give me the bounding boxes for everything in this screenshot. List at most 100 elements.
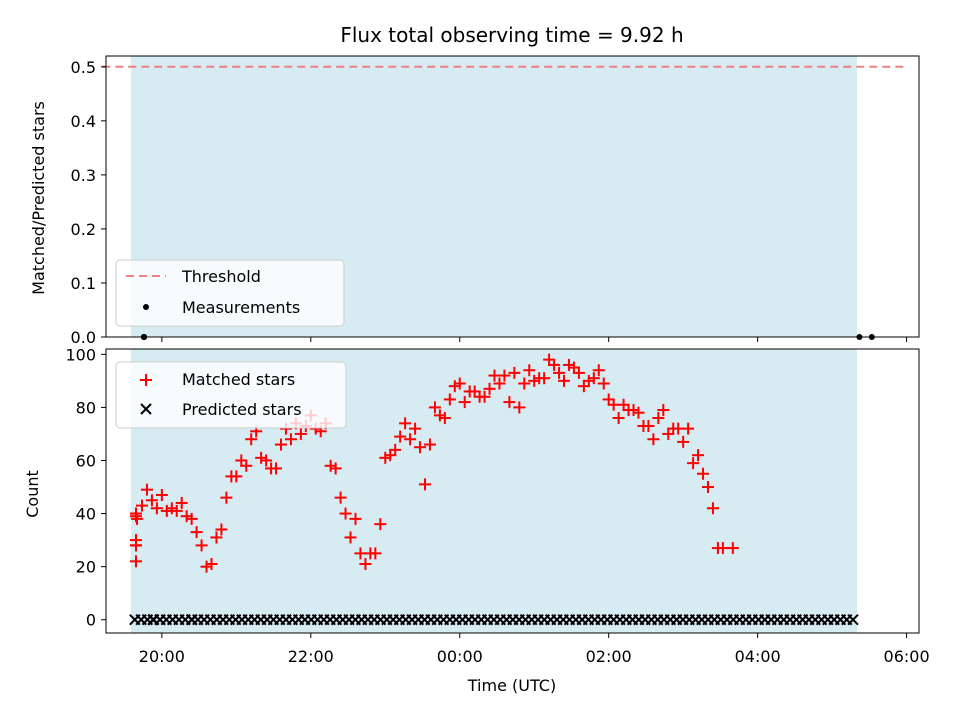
top-y-axis-label: Matched/Predicted stars bbox=[29, 101, 48, 295]
legend-matched-label: Matched stars bbox=[182, 370, 295, 389]
top-y-tick-label: 0.0 bbox=[71, 328, 96, 347]
matched-star-point bbox=[612, 412, 625, 425]
matched-star-point bbox=[687, 457, 700, 470]
matched-star-point bbox=[130, 534, 142, 547]
matched-star-point bbox=[399, 417, 412, 430]
predicted-star-point bbox=[847, 614, 859, 626]
matched-star-point bbox=[409, 422, 422, 435]
x-axis-label: Time (UTC) bbox=[467, 676, 556, 695]
legend-matched-swatch bbox=[140, 374, 152, 386]
bottom-legend: Matched stars Predicted stars bbox=[115, 361, 347, 429]
matched-star-point bbox=[677, 435, 690, 448]
matched-star-point bbox=[592, 364, 605, 377]
top-y-tick-label: 0.1 bbox=[71, 274, 96, 293]
matched-star-point bbox=[195, 539, 208, 552]
top-y-tick-label: 0.2 bbox=[71, 220, 96, 239]
matched-star-point bbox=[140, 483, 153, 496]
matched-star-point bbox=[692, 449, 705, 462]
bottom-y-axis-label: Count bbox=[23, 470, 42, 518]
bottom-y-tick-label: 80 bbox=[76, 398, 96, 417]
matched-star-point bbox=[270, 462, 283, 475]
matched-star-point bbox=[339, 507, 352, 520]
matched-star-point bbox=[170, 504, 183, 517]
matched-star-point bbox=[498, 369, 511, 382]
top-y-ticks: 0.0 0.1 0.2 0.3 0.4 0.5 bbox=[71, 58, 106, 347]
matched-star-point bbox=[428, 401, 441, 414]
legend-predicted-swatch bbox=[140, 403, 152, 415]
matched-star-point bbox=[503, 396, 516, 409]
matched-star-point bbox=[478, 390, 491, 403]
top-y-tick-label: 0.3 bbox=[71, 166, 96, 185]
matched-star-point bbox=[284, 433, 297, 446]
matched-star-point bbox=[230, 470, 243, 483]
x-tick-label: 22:00 bbox=[288, 647, 334, 666]
bottom-y-tick-label: 100 bbox=[65, 345, 96, 364]
matched-star-point bbox=[275, 438, 288, 451]
matched-star-point bbox=[418, 478, 431, 491]
bottom-y-tick-label: 60 bbox=[76, 451, 96, 470]
bottom-legend-box bbox=[115, 361, 347, 429]
matched-star-point bbox=[130, 510, 142, 523]
matched-star-point bbox=[642, 419, 655, 432]
matched-star-point bbox=[697, 467, 710, 480]
matched-star-point bbox=[453, 377, 466, 390]
matched-star-point bbox=[558, 374, 571, 387]
matched-star-point bbox=[587, 372, 600, 385]
matched-star-point bbox=[548, 358, 561, 371]
matched-star-point bbox=[483, 382, 496, 395]
matched-star-point bbox=[260, 454, 273, 467]
legend-predicted-label: Predicted stars bbox=[182, 400, 302, 419]
matched-star-point bbox=[508, 366, 521, 379]
bottom-y-tick-label: 20 bbox=[76, 558, 96, 577]
top-x-ticks bbox=[161, 337, 908, 342]
matched-star-point bbox=[215, 523, 228, 536]
bottom-panel: 0 20 40 60 80 100 20:00 22:00 00:00 02:00 04:00 06… bbox=[23, 345, 930, 695]
matched-star-point bbox=[423, 438, 436, 451]
matched-star-point bbox=[404, 433, 417, 446]
matched-star-point bbox=[131, 512, 144, 525]
x-tick-label: 20:00 bbox=[139, 647, 185, 666]
matched-star-point bbox=[597, 377, 610, 390]
matched-star-point bbox=[349, 512, 362, 525]
legend-measurements-label: Measurements bbox=[182, 298, 300, 317]
matched-star-point bbox=[135, 499, 148, 512]
matched-star-point bbox=[185, 512, 198, 525]
x-tick-label: 02:00 bbox=[586, 647, 632, 666]
matched-star-point bbox=[701, 481, 714, 494]
matched-star-point bbox=[175, 496, 188, 509]
matched-star-point bbox=[145, 494, 158, 507]
matched-star-point bbox=[538, 372, 551, 385]
matched-star-point bbox=[150, 502, 163, 515]
matched-star-point bbox=[245, 433, 258, 446]
matched-star-point bbox=[513, 401, 526, 414]
top-panel: 0.0 0.1 0.2 0.3 0.4 0.5 Flux total observing … bbox=[29, 23, 920, 347]
x-tick-label: 00:00 bbox=[437, 647, 483, 666]
matched-star-point bbox=[374, 518, 387, 531]
matched-star-point bbox=[369, 547, 382, 560]
top-legend: Threshold Measurements bbox=[115, 259, 345, 327]
matched-star-point bbox=[438, 412, 451, 425]
matched-star-point bbox=[647, 433, 660, 446]
matched-star-point bbox=[706, 502, 719, 515]
matched-star-point bbox=[294, 427, 307, 440]
bottom-x-ticks: 20:00 22:00 00:00 02:00 04:00 06:00 bbox=[139, 633, 930, 666]
top-y-tick-label: 0.4 bbox=[71, 112, 96, 131]
matched-star-point bbox=[329, 462, 342, 475]
top-y-tick-label: 0.5 bbox=[71, 58, 96, 77]
matched-star-point bbox=[344, 531, 357, 544]
matched-star-point bbox=[389, 443, 402, 456]
matched-star-point bbox=[458, 396, 471, 409]
matched-star-point bbox=[652, 412, 665, 425]
predicted-stars-points bbox=[129, 614, 859, 626]
matched-star-point bbox=[572, 366, 585, 379]
top-axes-frame bbox=[105, 55, 920, 338]
matched-star-point bbox=[523, 364, 536, 377]
matched-star-point bbox=[657, 404, 670, 417]
x-tick-label: 06:00 bbox=[884, 647, 930, 666]
matched-star-point bbox=[240, 459, 253, 472]
matched-star-point bbox=[553, 366, 566, 379]
bottom-y-tick-label: 0 bbox=[86, 611, 96, 630]
matched-star-point bbox=[632, 406, 645, 419]
matched-star-point bbox=[518, 377, 531, 390]
